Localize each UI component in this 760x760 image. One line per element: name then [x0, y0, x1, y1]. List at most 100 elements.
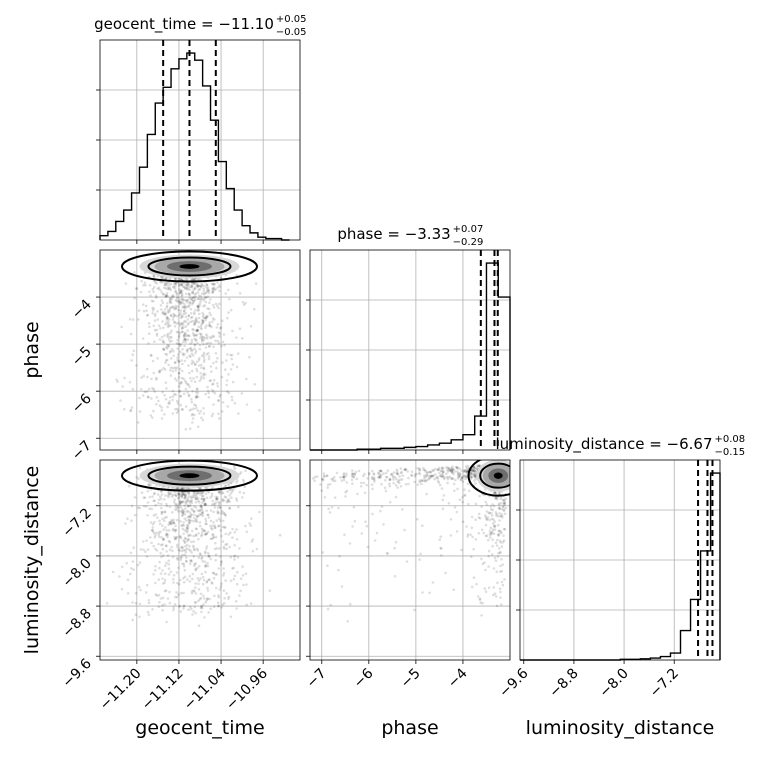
sample-point	[429, 470, 433, 474]
sample-point	[193, 311, 196, 314]
sample-point	[442, 494, 446, 497]
sample-point	[491, 522, 495, 525]
sample-point	[206, 513, 210, 517]
sample-point	[156, 516, 159, 519]
sample-point	[223, 602, 226, 605]
sample-point	[499, 550, 502, 554]
sample-point	[221, 319, 224, 323]
sample-point	[451, 471, 454, 474]
sample-point	[179, 500, 182, 504]
sample-point	[183, 513, 187, 516]
sample-point	[197, 297, 201, 301]
sample-point	[203, 503, 207, 507]
sample-point	[211, 320, 214, 324]
sample-point	[463, 474, 467, 477]
sample-point	[152, 275, 155, 278]
sample-point	[229, 353, 232, 357]
sample-point	[212, 502, 216, 506]
sample-point	[426, 471, 429, 475]
sample-point	[184, 545, 187, 548]
sample-point	[497, 507, 501, 510]
sample-point	[235, 365, 239, 369]
sample-point	[156, 310, 159, 313]
sample-point	[218, 285, 222, 289]
sample-point	[213, 526, 217, 529]
sample-point	[472, 576, 476, 579]
sample-point	[428, 476, 431, 480]
sample-point	[211, 282, 215, 286]
sample-point	[209, 557, 212, 561]
sample-point	[180, 376, 184, 380]
sample-point	[190, 362, 194, 366]
sample-point	[395, 477, 398, 481]
sample-point	[193, 347, 196, 351]
sample-point	[187, 533, 191, 537]
sample-point	[344, 474, 348, 478]
sample-point	[453, 470, 457, 473]
sample-point	[160, 493, 164, 496]
sample-point	[184, 550, 188, 554]
sample-point	[503, 503, 507, 506]
sample-point	[129, 332, 133, 336]
sample-point	[195, 282, 198, 286]
sample-point	[173, 282, 176, 285]
sample-point	[221, 491, 225, 495]
sample-point	[200, 605, 203, 608]
sample-point	[473, 479, 476, 482]
y-axis-label-luminosity-distance: luminosity_distance	[21, 466, 43, 655]
sample-point	[200, 527, 204, 531]
sample-point	[413, 480, 417, 484]
sample-point	[194, 534, 198, 537]
sample-point	[209, 365, 213, 368]
sample-point	[192, 299, 195, 303]
sample-point	[216, 385, 220, 388]
sample-point	[470, 476, 474, 479]
sample-point	[202, 373, 205, 377]
sample-point	[459, 474, 462, 478]
sample-point	[207, 307, 211, 311]
sample-point	[200, 282, 204, 286]
sample-point	[388, 478, 392, 482]
sample-point	[189, 534, 192, 537]
sample-point	[167, 539, 171, 543]
sample-point	[138, 602, 142, 606]
sample-point	[384, 478, 387, 482]
sample-point	[173, 377, 177, 380]
sample-point	[184, 338, 188, 342]
sample-point	[193, 322, 196, 325]
sample-point	[172, 285, 175, 288]
sample-point	[229, 531, 232, 534]
sample-point	[230, 488, 234, 492]
sample-point	[192, 509, 196, 513]
sample-point	[397, 479, 401, 483]
sample-point	[210, 336, 213, 340]
sample-point	[184, 292, 188, 296]
sample-point	[143, 496, 147, 500]
sample-point	[351, 469, 354, 472]
sample-point	[164, 526, 167, 529]
sample-point	[205, 283, 209, 287]
sample-point	[485, 517, 488, 521]
panel-2d-phase-vs-geocent_time	[96, 249, 301, 454]
sample-point	[158, 519, 161, 523]
sample-point	[490, 530, 494, 534]
sample-point	[360, 532, 364, 535]
sample-point	[370, 483, 374, 487]
sample-point	[154, 581, 157, 585]
sample-point	[154, 534, 157, 537]
sample-point	[463, 469, 467, 473]
sample-point	[177, 284, 181, 288]
sample-point	[211, 290, 214, 293]
sample-point	[190, 590, 194, 593]
sample-point	[227, 498, 230, 501]
sample-point	[194, 396, 198, 399]
sample-point	[157, 531, 161, 534]
sample-point	[445, 472, 448, 476]
sample-point	[362, 481, 366, 485]
sample-point	[191, 390, 194, 393]
sample-point	[195, 497, 198, 501]
y-tick-label-phase: −6	[69, 391, 95, 417]
sample-point	[217, 331, 221, 334]
sample-point	[190, 397, 193, 401]
sample-point	[203, 533, 207, 536]
